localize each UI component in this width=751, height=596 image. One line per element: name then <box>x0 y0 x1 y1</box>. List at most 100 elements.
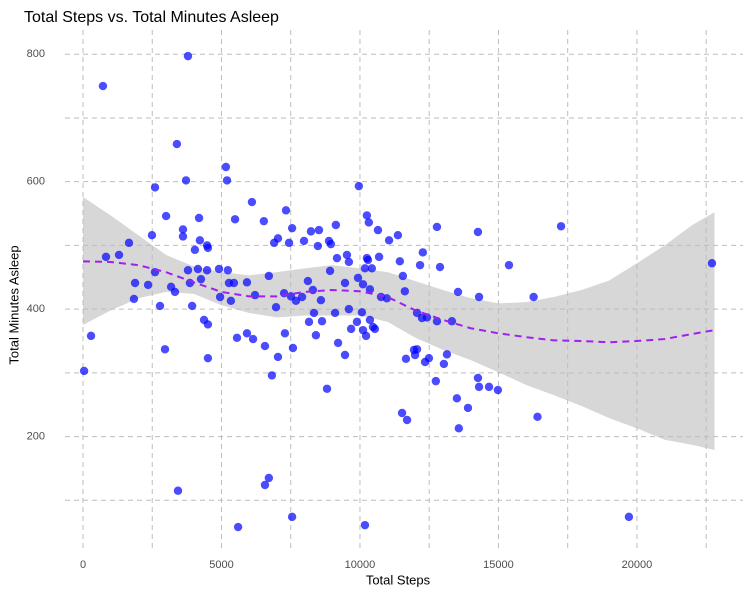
point <box>397 408 407 418</box>
point <box>306 227 316 236</box>
point <box>172 139 182 149</box>
point <box>365 285 375 294</box>
point <box>303 276 313 286</box>
point <box>222 176 232 185</box>
point <box>291 296 301 306</box>
point <box>363 255 373 265</box>
point <box>357 308 367 317</box>
point <box>364 218 374 227</box>
point <box>415 260 425 270</box>
point <box>260 341 270 351</box>
point <box>284 238 294 248</box>
point <box>193 264 203 274</box>
point <box>325 266 335 276</box>
point <box>173 486 183 495</box>
point <box>352 317 362 327</box>
point <box>439 359 449 369</box>
point <box>333 338 343 348</box>
point <box>474 382 484 392</box>
point <box>281 206 291 215</box>
point <box>353 273 363 283</box>
point <box>707 259 717 268</box>
point <box>183 51 193 61</box>
point <box>493 385 503 395</box>
point <box>424 353 434 363</box>
y-axis-label: Total Minutes Asleep <box>6 245 21 364</box>
point <box>181 176 191 185</box>
point <box>203 320 213 329</box>
point <box>229 278 239 288</box>
point <box>447 317 457 326</box>
point <box>340 278 350 288</box>
point <box>330 308 340 318</box>
point <box>178 225 188 234</box>
point <box>214 264 224 274</box>
point <box>280 329 290 338</box>
point <box>474 292 484 302</box>
point <box>533 412 542 422</box>
point <box>342 250 352 260</box>
point <box>360 264 370 273</box>
point <box>422 313 432 322</box>
point <box>297 292 307 302</box>
point <box>264 473 274 483</box>
point <box>360 520 370 530</box>
point <box>232 333 242 342</box>
point <box>242 329 252 338</box>
point <box>346 324 356 334</box>
point <box>442 350 452 359</box>
y-tick-label: 400 <box>27 303 45 315</box>
x-tick-label: 20000 <box>622 559 653 571</box>
point <box>431 376 441 386</box>
x-tick-label: 10000 <box>345 559 376 571</box>
point <box>340 350 350 360</box>
point <box>147 230 157 240</box>
y-tick-label: 200 <box>27 430 45 442</box>
point <box>271 303 281 312</box>
point <box>354 181 364 191</box>
point <box>221 162 231 172</box>
point <box>382 294 392 303</box>
point <box>484 382 494 392</box>
point <box>161 211 171 221</box>
point <box>473 373 483 383</box>
point <box>358 280 368 289</box>
point <box>98 81 108 91</box>
point <box>374 252 384 262</box>
point <box>454 424 464 433</box>
point <box>196 274 206 284</box>
point <box>288 343 298 353</box>
x-tick-label: 0 <box>80 559 86 571</box>
point <box>463 403 473 413</box>
point <box>332 253 342 263</box>
point <box>395 257 405 266</box>
point <box>435 262 445 272</box>
point <box>101 252 111 262</box>
point <box>129 294 139 304</box>
point <box>86 331 96 341</box>
point <box>183 266 193 275</box>
confidence-band <box>83 196 715 450</box>
point <box>316 295 326 305</box>
point <box>384 236 394 245</box>
y-tick-label: 800 <box>27 48 45 60</box>
point <box>331 220 341 230</box>
point <box>259 216 269 226</box>
point <box>242 278 252 287</box>
point <box>203 353 213 363</box>
point <box>124 238 134 248</box>
point <box>412 345 422 354</box>
point <box>190 245 200 255</box>
point <box>194 213 204 223</box>
point <box>361 331 371 341</box>
point <box>273 234 283 243</box>
point <box>287 512 297 522</box>
point <box>453 287 463 297</box>
point <box>195 236 205 245</box>
point <box>308 285 318 295</box>
point <box>400 287 410 296</box>
point <box>309 308 319 318</box>
point <box>370 324 380 334</box>
point <box>226 296 236 306</box>
